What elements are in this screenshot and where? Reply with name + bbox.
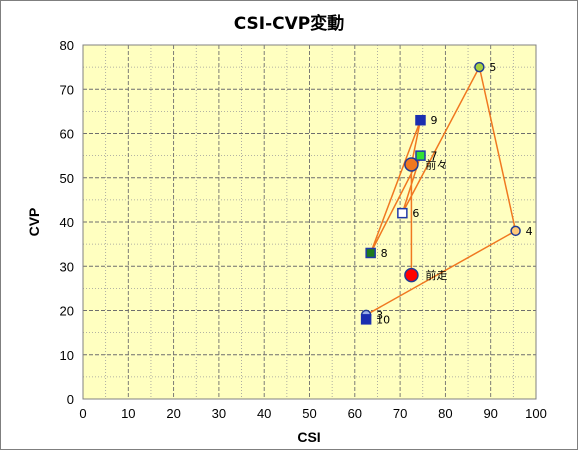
y-tick-label: 30 bbox=[60, 259, 74, 274]
y-tick-label: 0 bbox=[67, 392, 74, 407]
chart-title: CSI-CVP変動 bbox=[234, 13, 345, 34]
x-tick-label: 40 bbox=[257, 406, 271, 421]
x-tick-label: 60 bbox=[348, 406, 362, 421]
point-label: 5 bbox=[489, 61, 496, 74]
point-labels: 前走 前々 3 4 5 6 7 8 9 10 bbox=[376, 61, 532, 326]
x-tick-label: 20 bbox=[166, 406, 180, 421]
point-marker bbox=[360, 314, 372, 325]
point-label: 前走 bbox=[425, 268, 447, 282]
x-tick-label: 10 bbox=[121, 406, 135, 421]
x-axis-ticks: 0 10 20 30 40 50 60 70 80 90 100 bbox=[79, 406, 546, 421]
y-tick-label: 80 bbox=[60, 38, 74, 53]
x-tick-label: 70 bbox=[393, 406, 407, 421]
point-marker bbox=[415, 114, 426, 126]
y-tick-label: 20 bbox=[60, 304, 74, 319]
x-tick-label: 50 bbox=[302, 406, 316, 421]
point-marker bbox=[365, 247, 376, 259]
point-marker bbox=[510, 225, 521, 237]
point-marker bbox=[404, 267, 419, 283]
y-axis-label: CVP bbox=[26, 208, 42, 237]
y-tick-label: 40 bbox=[60, 215, 74, 230]
x-tick-label: 0 bbox=[79, 406, 86, 421]
point-label: 6 bbox=[412, 207, 419, 220]
point-label: 前々 bbox=[425, 157, 447, 171]
y-tick-label: 70 bbox=[60, 82, 74, 97]
point-label: 3 bbox=[376, 309, 383, 322]
x-tick-label: 80 bbox=[438, 406, 452, 421]
point-marker bbox=[397, 207, 408, 219]
x-tick-label: 30 bbox=[212, 406, 226, 421]
point-marker bbox=[474, 61, 485, 73]
x-tick-label: 100 bbox=[525, 406, 547, 421]
plot-border bbox=[82, 44, 537, 400]
point-label: 10 bbox=[376, 313, 390, 326]
point-label: 8 bbox=[381, 247, 388, 260]
x-tick-label: 90 bbox=[483, 406, 497, 421]
point-label: 9 bbox=[430, 114, 437, 127]
point-label: 4 bbox=[526, 225, 533, 238]
x-axis-label: CSI bbox=[297, 429, 320, 445]
point-marker bbox=[404, 157, 419, 172]
y-axis-ticks: 0 10 20 30 40 50 60 70 80 bbox=[60, 38, 74, 407]
markers bbox=[360, 61, 521, 325]
point-label: 7 bbox=[430, 150, 437, 163]
y-tick-label: 60 bbox=[60, 127, 74, 142]
y-tick-label: 50 bbox=[60, 171, 74, 186]
point-marker bbox=[415, 150, 426, 161]
y-tick-label: 10 bbox=[60, 348, 74, 363]
